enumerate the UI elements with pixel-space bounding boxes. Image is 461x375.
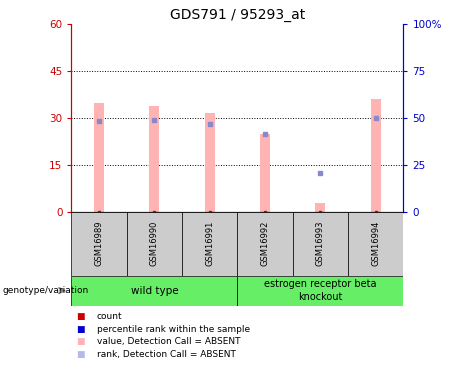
Bar [182,212,237,276]
Bar [71,276,237,306]
Text: GSM16990: GSM16990 [150,221,159,266]
Bar [94,102,104,212]
Title: GDS791 / 95293_at: GDS791 / 95293_at [170,8,305,22]
Bar [315,202,325,212]
Bar [149,106,160,212]
Bar [348,212,403,276]
Text: ■: ■ [76,337,84,346]
Text: GSM16994: GSM16994 [371,221,380,266]
Bar [260,134,270,212]
Bar [71,212,127,276]
Bar [237,212,293,276]
Text: ■: ■ [76,325,84,334]
Text: ■: ■ [76,350,84,358]
Text: estrogen receptor beta
knockout: estrogen receptor beta knockout [264,279,377,302]
Bar [371,99,381,212]
Bar [237,276,403,306]
Text: GSM16991: GSM16991 [205,221,214,266]
Text: value, Detection Call = ABSENT: value, Detection Call = ABSENT [97,337,240,346]
Text: genotype/variation: genotype/variation [2,286,89,295]
Text: GSM16989: GSM16989 [95,221,104,267]
Text: wild type: wild type [130,286,178,296]
Bar [205,113,215,212]
Text: rank, Detection Call = ABSENT: rank, Detection Call = ABSENT [97,350,236,358]
Text: percentile rank within the sample: percentile rank within the sample [97,325,250,334]
Text: GSM16993: GSM16993 [316,221,325,267]
Text: ■: ■ [76,312,84,321]
Bar [293,212,348,276]
Bar [127,212,182,276]
Text: count: count [97,312,123,321]
Text: GSM16992: GSM16992 [260,221,270,266]
